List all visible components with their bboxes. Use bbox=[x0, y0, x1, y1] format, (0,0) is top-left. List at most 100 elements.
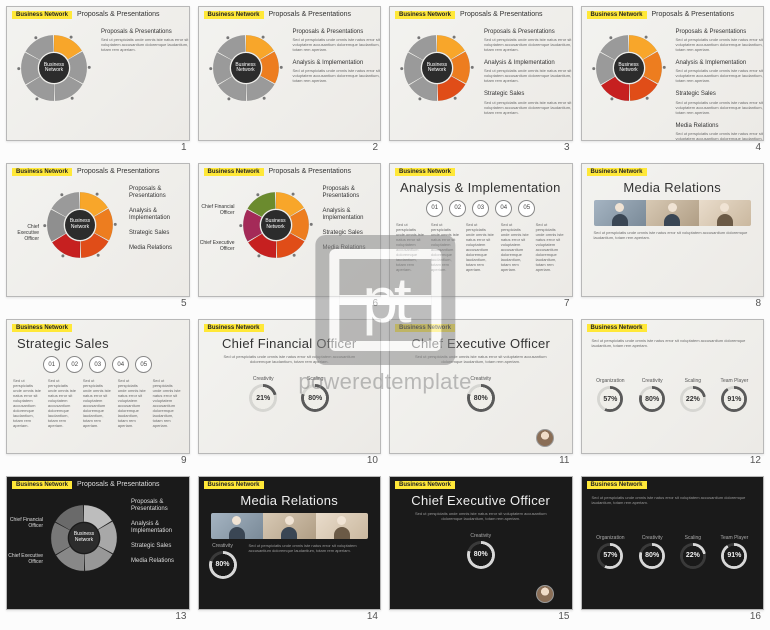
tag: Business Network bbox=[204, 168, 264, 176]
metrics-row: Creativity 80% bbox=[390, 533, 572, 569]
body-text: Sed ut perspiciatis unde omnis iste natu… bbox=[594, 230, 752, 240]
right-labels: Proposals & Presentations Analysis & Imp… bbox=[323, 186, 381, 261]
cell-14: Business Network Media Relations Creativ… bbox=[198, 476, 382, 625]
slide-10[interactable]: Business Network Chief Financial Officer… bbox=[198, 319, 382, 454]
title: Strategic Sales bbox=[17, 336, 109, 351]
slide-number: 2 bbox=[198, 141, 382, 155]
body-text: Sed ut perspiciatis unde omnis iste natu… bbox=[249, 543, 371, 553]
metric: Creativity 80% bbox=[467, 376, 495, 412]
slide-11[interactable]: Business Network Chief Executive Officer… bbox=[389, 319, 573, 454]
cell-15: Business Network Chief Executive Officer… bbox=[389, 476, 573, 625]
body-text: Sed ut perspiciatis unde omnis iste natu… bbox=[592, 338, 754, 348]
title: Chief Executive Officer bbox=[390, 336, 572, 351]
subtitle: Proposals & Presentations bbox=[77, 168, 160, 175]
slide-number: 12 bbox=[581, 454, 765, 468]
metric: Organization57% bbox=[596, 378, 624, 412]
tag: Business Network bbox=[204, 324, 264, 332]
metric: Creativity 80% bbox=[467, 533, 495, 569]
metric: Creativity80% bbox=[639, 378, 665, 412]
title: Media Relations bbox=[199, 493, 381, 508]
cell-13: Business Network Proposals & Presentatio… bbox=[6, 476, 190, 625]
slide-number: 13 bbox=[6, 610, 190, 624]
slide-number: 16 bbox=[581, 610, 765, 624]
tag: Business Network bbox=[204, 481, 264, 489]
step-row: 01 02 03 04 05 bbox=[7, 356, 189, 373]
right-labels: Proposals & PresentationsSed ut perspici… bbox=[484, 29, 572, 123]
wheel-center: Business Network bbox=[261, 210, 291, 240]
tag: Business Network bbox=[587, 481, 647, 489]
body-text: Sed ut perspiciatis unde omnis iste natu… bbox=[404, 354, 558, 364]
metrics-row: Organization57% Creativity80% Scaling22%… bbox=[582, 535, 764, 569]
avatar bbox=[536, 429, 554, 447]
cell-9: Business Network Strategic Sales 01 02 0… bbox=[6, 319, 190, 468]
tag: Business Network bbox=[587, 11, 647, 19]
tag: Business Network bbox=[12, 168, 72, 176]
tag: Business Network bbox=[395, 168, 455, 176]
slide-8[interactable]: Business Network Media Relations Sed ut … bbox=[581, 163, 765, 298]
metrics-row: Creativity 21% Scaling 80% bbox=[199, 376, 381, 412]
slide-number: 7 bbox=[389, 297, 573, 311]
step: 04 bbox=[495, 200, 512, 217]
step: 04 bbox=[112, 356, 129, 373]
columns: Sed ut perspiciatis unde omnis iste natu… bbox=[396, 222, 566, 291]
cell-6: Business Network Proposals & Presentatio… bbox=[198, 163, 382, 312]
metric: Team Player91% bbox=[720, 535, 748, 569]
slide-2[interactable]: Business Network Proposals & Presentatio… bbox=[198, 6, 382, 141]
left-labels: Chief Financial Officer Chief Executive … bbox=[199, 186, 235, 260]
slide-number: 15 bbox=[389, 610, 573, 624]
slide-14[interactable]: Business Network Media Relations Creativ… bbox=[198, 476, 382, 611]
cell-7: Business Network Analysis & Implementati… bbox=[389, 163, 573, 312]
tag: Business Network bbox=[395, 11, 455, 19]
metric: Scaling22% bbox=[680, 378, 706, 412]
right-labels: Proposals & PresentationsSed ut perspici… bbox=[676, 29, 764, 141]
step-row: 01 02 03 04 05 bbox=[390, 200, 572, 217]
slide-1[interactable]: Business Network Proposals & Presentatio… bbox=[6, 6, 190, 141]
step: 05 bbox=[518, 200, 535, 217]
slide-15[interactable]: Business Network Chief Executive Officer… bbox=[389, 476, 573, 611]
photo-strip bbox=[211, 513, 369, 539]
photo-strip bbox=[594, 200, 752, 226]
slide-7[interactable]: Business Network Analysis & Implementati… bbox=[389, 163, 573, 298]
right-labels: Proposals & Presentations Analysis & Imp… bbox=[129, 186, 189, 261]
right-labels: Proposals & PresentationsSed ut perspici… bbox=[293, 29, 381, 91]
slide-4[interactable]: Business Network Proposals & Presentatio… bbox=[581, 6, 765, 141]
tag: Business Network bbox=[587, 324, 647, 332]
left-labels: Chief Financial Officer Chief Executive … bbox=[7, 499, 43, 573]
slide-number: 4 bbox=[581, 141, 765, 155]
step: 01 bbox=[43, 356, 60, 373]
right-labels: Proposals & Presentations Analysis & Imp… bbox=[131, 499, 189, 574]
wheel: Business Network bbox=[39, 184, 121, 266]
slide-12[interactable]: Business Network Sed ut perspiciatis und… bbox=[581, 319, 765, 454]
body-text: Sed ut perspiciatis unde omnis iste natu… bbox=[213, 354, 367, 364]
slide-number: 1 bbox=[6, 141, 190, 155]
wheel: Business Network bbox=[588, 27, 670, 109]
avatar bbox=[536, 585, 554, 603]
metric: Creativity 21% bbox=[249, 376, 277, 412]
tag: Business Network bbox=[395, 324, 455, 332]
step: 02 bbox=[66, 356, 83, 373]
slide-5[interactable]: Business Network Proposals & Presentatio… bbox=[6, 163, 190, 298]
slide-6[interactable]: Business Network Proposals & Presentatio… bbox=[198, 163, 382, 298]
slide-13[interactable]: Business Network Proposals & Presentatio… bbox=[6, 476, 190, 611]
tag: Business Network bbox=[12, 324, 72, 332]
slide-number: 11 bbox=[389, 454, 573, 468]
slide-number: 14 bbox=[198, 610, 382, 624]
step: 03 bbox=[472, 200, 489, 217]
subtitle: Proposals & Presentations bbox=[652, 11, 735, 18]
cell-5: Business Network Proposals & Presentatio… bbox=[6, 163, 190, 312]
body-text: Sed ut perspiciatis unde omnis iste natu… bbox=[592, 495, 754, 505]
metric: Scaling22% bbox=[680, 535, 706, 569]
slide-number: 10 bbox=[198, 454, 382, 468]
metric: Creativity80% bbox=[639, 535, 665, 569]
cell-10: Business Network Chief Financial Officer… bbox=[198, 319, 382, 468]
wheel-center: Business Network bbox=[69, 523, 99, 553]
tag: Business Network bbox=[12, 11, 72, 19]
wheel: Business Network bbox=[396, 27, 478, 109]
slide-16[interactable]: Business Network Sed ut perspiciatis und… bbox=[581, 476, 765, 611]
slide-number: 8 bbox=[581, 297, 765, 311]
slide-9[interactable]: Business Network Strategic Sales 01 02 0… bbox=[6, 319, 190, 454]
title: Analysis & Implementation bbox=[400, 180, 561, 195]
wheel: Business Network bbox=[205, 27, 287, 109]
slide-3[interactable]: Business Network Proposals & Presentatio… bbox=[389, 6, 573, 141]
columns: Sed ut perspiciatis unde omnis iste natu… bbox=[13, 378, 183, 447]
